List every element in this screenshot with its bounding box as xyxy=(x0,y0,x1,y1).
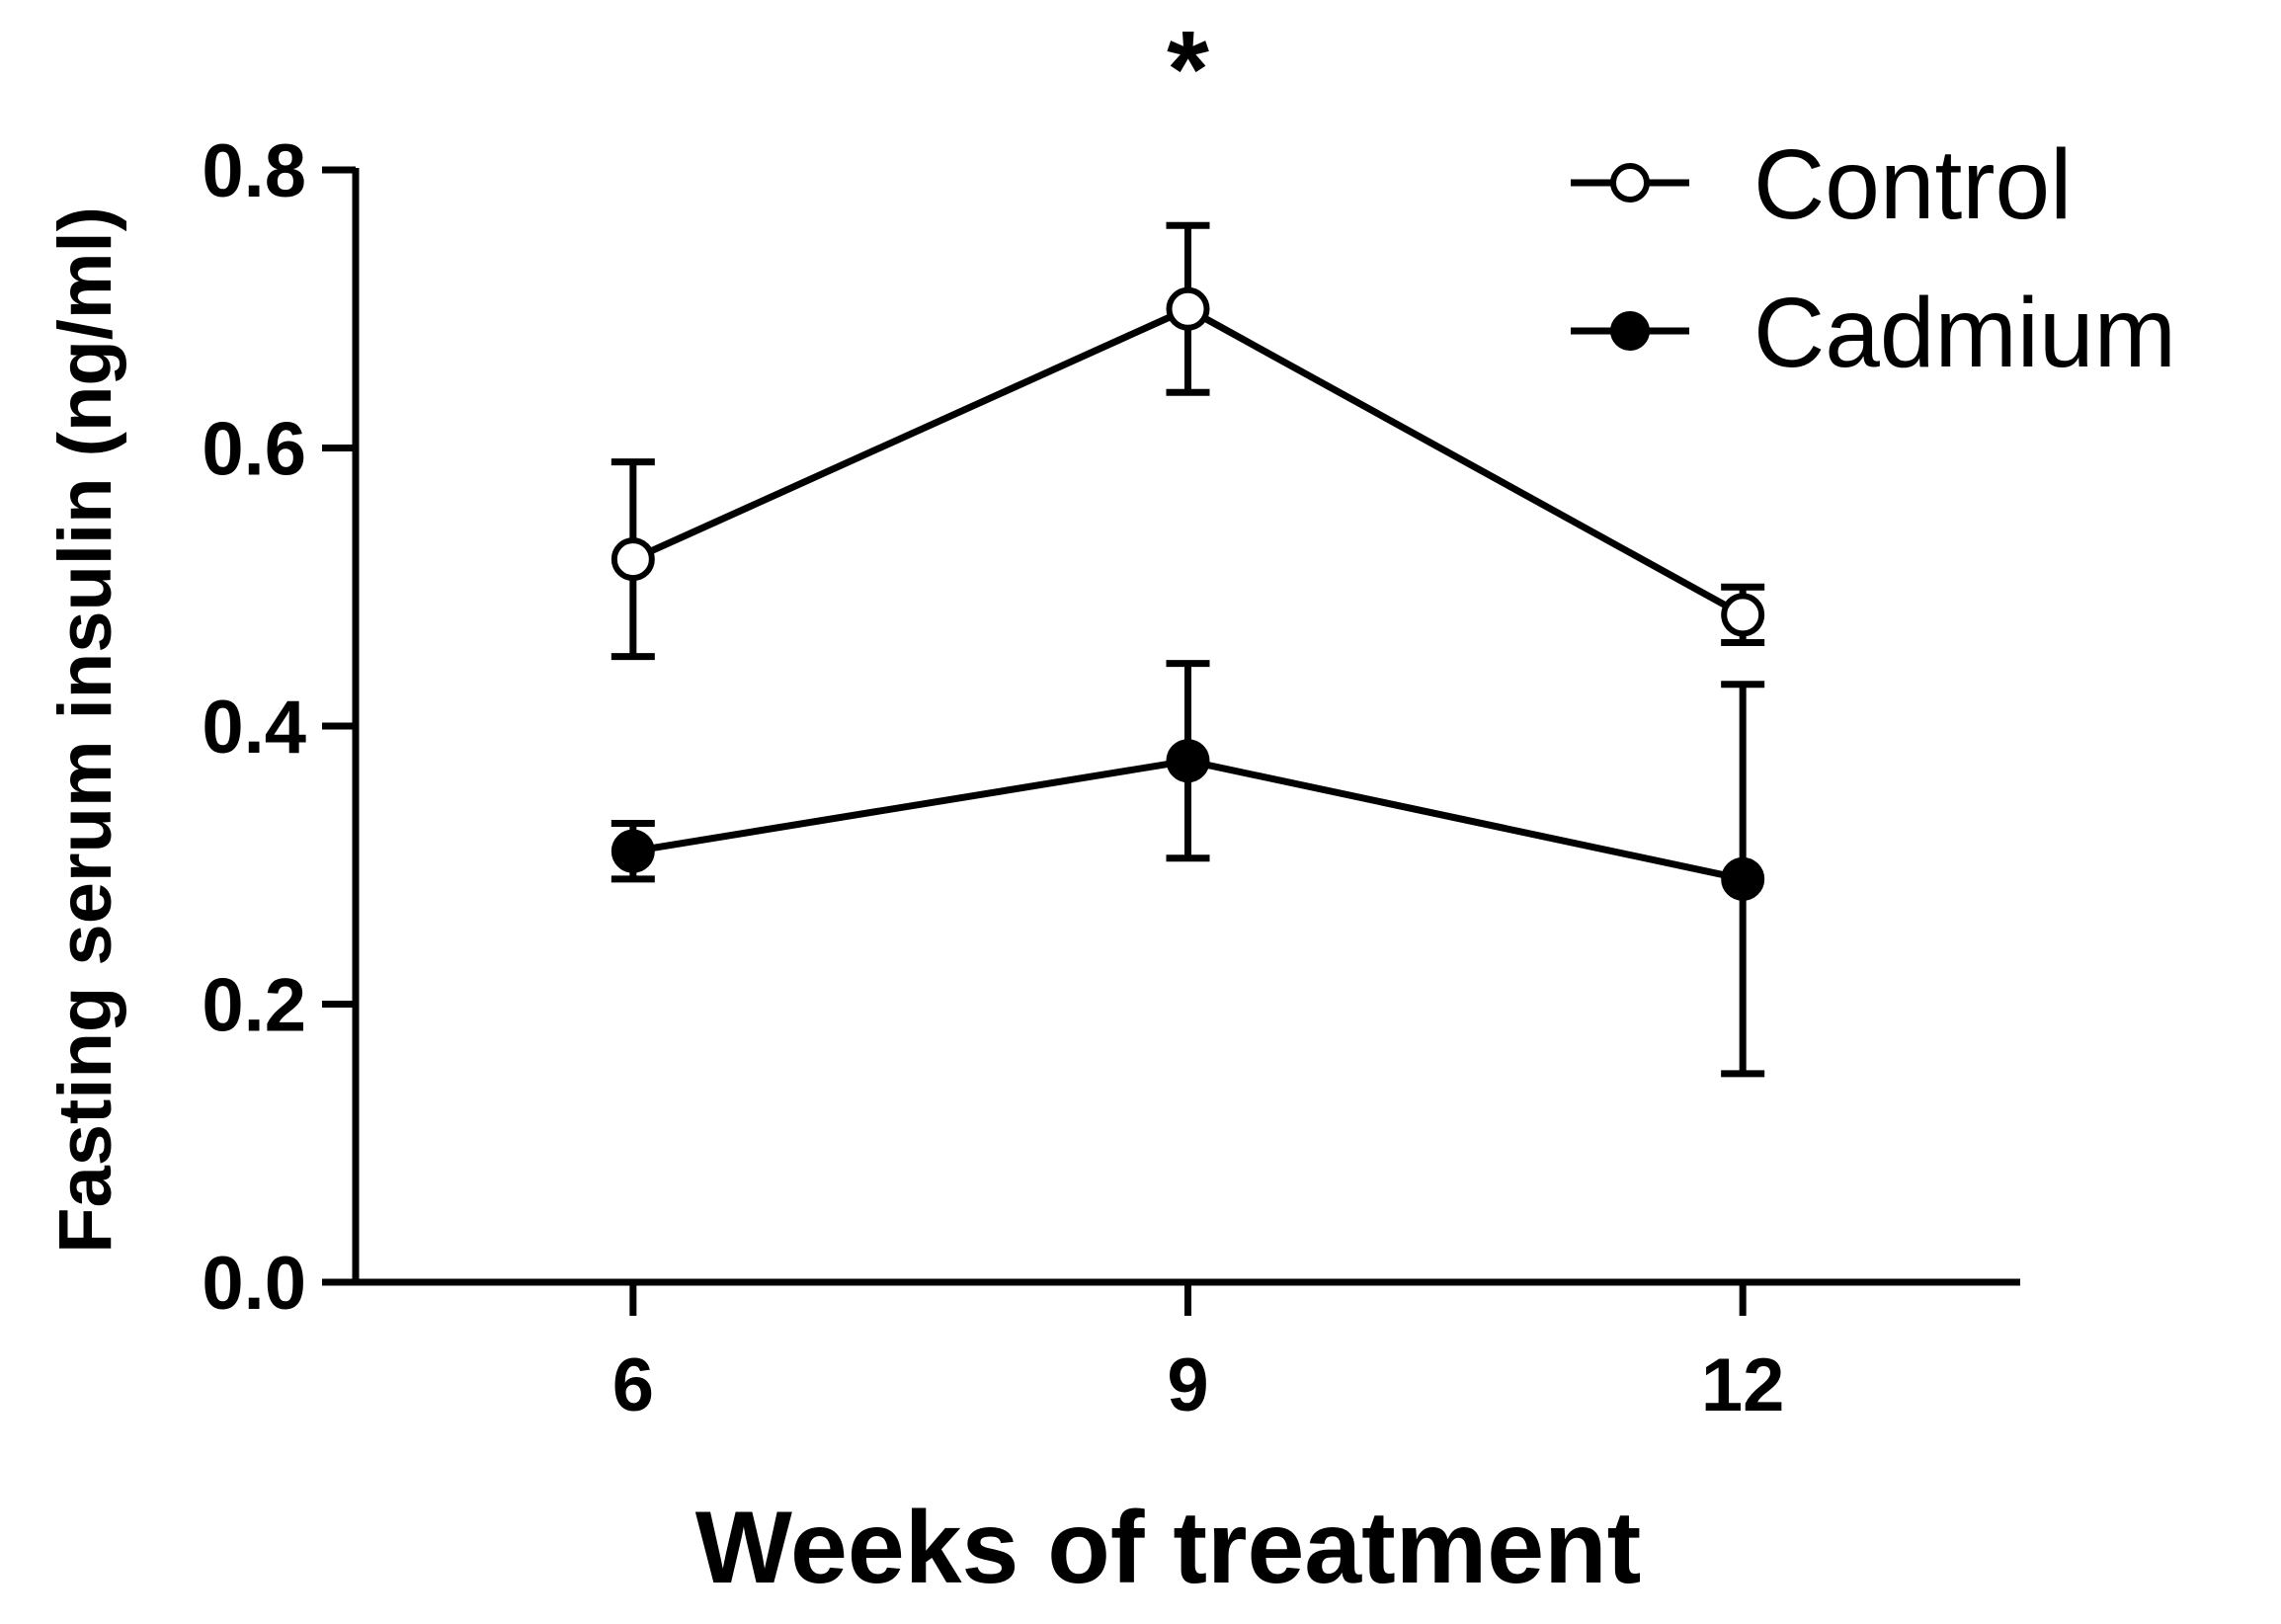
y-tick-label: 0.4 xyxy=(202,686,306,770)
x-tick-label: 12 xyxy=(1701,1343,1785,1427)
x-axis-title: Weeks of treatment xyxy=(695,1491,1641,1605)
data-point xyxy=(1721,856,1765,901)
series-cadmium xyxy=(611,660,1765,1078)
y-axis-title: Fasting serum insulin (ng/ml) xyxy=(43,206,127,1254)
x-tick-label: 9 xyxy=(1167,1343,1208,1427)
data-point xyxy=(1166,739,1210,783)
data-point xyxy=(611,829,655,873)
significance-annotation: * xyxy=(1167,9,1209,130)
data-point xyxy=(1721,593,1765,637)
legend-item: Cadmium xyxy=(1571,278,2176,388)
legend-label: Cadmium xyxy=(1753,278,2176,388)
x-tick-label: 6 xyxy=(612,1343,654,1427)
legend-label: Control xyxy=(1753,129,2072,240)
legend: Control Cadmium xyxy=(1571,129,2176,388)
data-point xyxy=(611,537,655,582)
y-tick-label: 0.0 xyxy=(202,1242,306,1326)
y-tick-label: 0.8 xyxy=(202,129,306,213)
legend-item: Control xyxy=(1571,129,2072,240)
y-tick-label: 0.6 xyxy=(202,408,306,492)
axes: 0.0 0.2 0.4 0.6 0.8 6 9 12 xyxy=(202,129,2020,1427)
chart-marks: * xyxy=(611,9,1765,1078)
data-point xyxy=(1166,286,1210,331)
series-control xyxy=(611,221,1765,661)
legend-marker xyxy=(1610,163,1650,203)
y-tick-label: 0.2 xyxy=(202,964,306,1048)
legend-marker xyxy=(1610,311,1650,351)
